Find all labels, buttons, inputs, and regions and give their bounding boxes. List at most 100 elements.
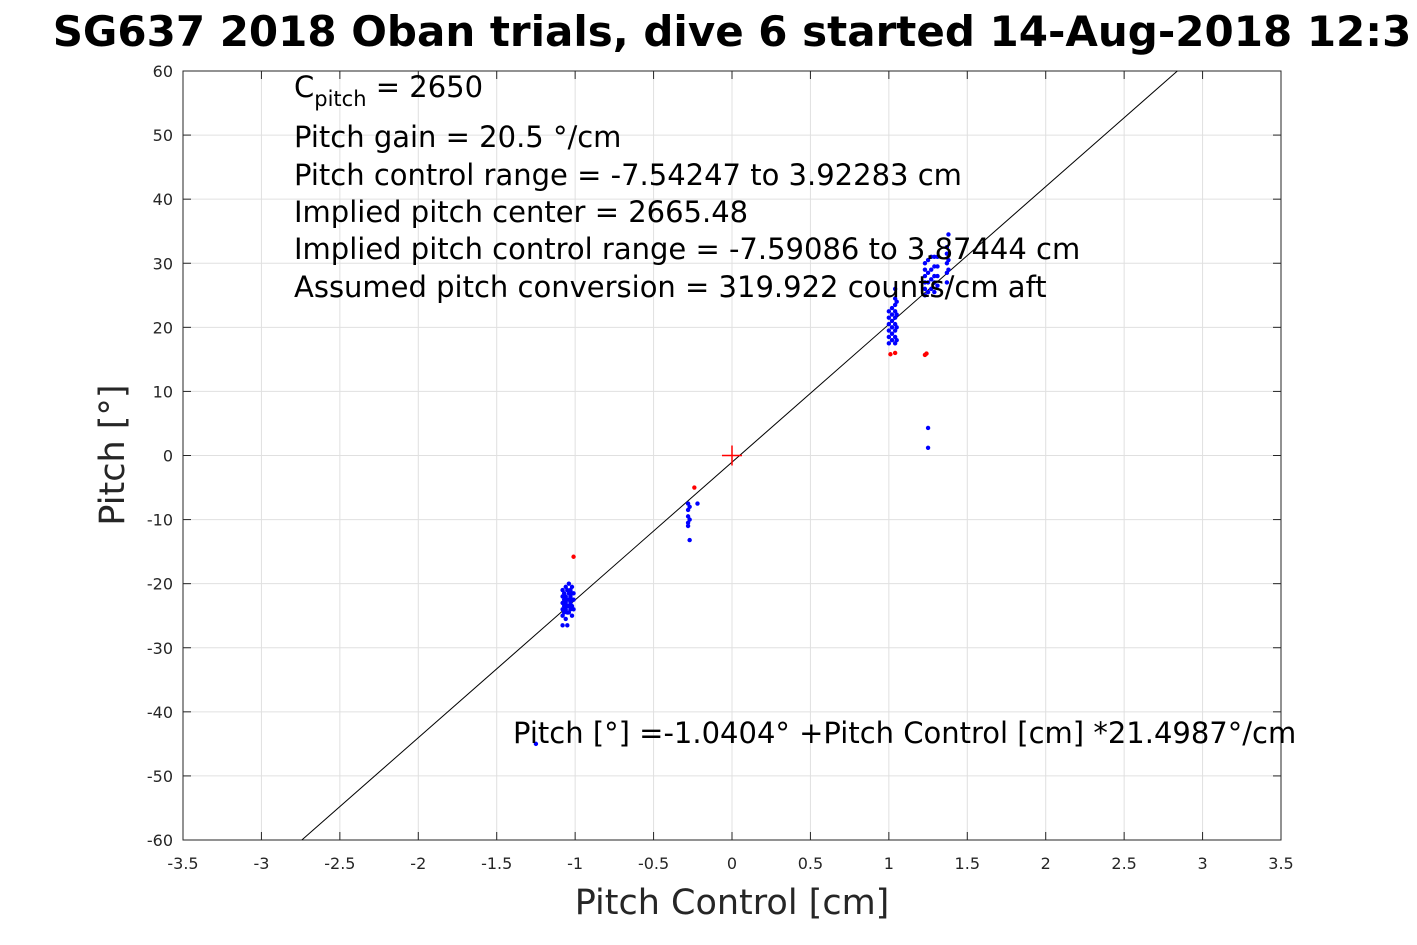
annotation-text: Pitch gain = 20.5 °/cm [294, 120, 621, 154]
blue-data-point [889, 331, 895, 336]
blue-data-point [929, 277, 934, 282]
blue-data-point [889, 318, 895, 324]
red-data-point [892, 350, 898, 356]
y-tick-label: -60 [147, 831, 173, 850]
blue-data-point [925, 289, 931, 295]
blue-data-point [932, 254, 937, 260]
annotation-line: Cpitch = 2650 [294, 70, 483, 111]
blue-data-point [687, 504, 692, 509]
blue-data-point [922, 261, 928, 266]
center-marker-group [722, 445, 742, 466]
chart-title: SG637 2018 Oban trials, dive 6 started 1… [53, 7, 1412, 56]
annotation-block: Cpitch = 2650 Pitch gain = 20.5 °/cm Pitch… [294, 70, 1080, 304]
blue-data-point [565, 623, 570, 628]
red-data-point [888, 352, 893, 357]
data-points [533, 232, 951, 747]
annotation-line: Pitch gain = 20.5 °/cm [294, 120, 621, 154]
x-tick-label: -1 [567, 854, 583, 873]
blue-data-point [894, 337, 899, 343]
blue-data-point [922, 267, 928, 272]
x-tick-label: -3.5 [167, 854, 198, 873]
blue-data-point [687, 517, 692, 522]
blue-data-point [935, 264, 940, 269]
blue-data-point [685, 523, 691, 529]
blue-data-point [944, 251, 950, 256]
blue-data-point [886, 334, 892, 340]
blue-data-point [925, 280, 931, 285]
x-tick-label: -2.5 [324, 854, 355, 873]
blue-data-point [935, 273, 940, 279]
x-tick-label: 3 [1197, 854, 1207, 873]
y-tick-label: 0 [163, 447, 173, 466]
grid-lines [182, 70, 1282, 841]
x-tick-label: 2.5 [1111, 854, 1136, 873]
y-tick-label: 40 [153, 190, 173, 209]
blue-data-point [889, 337, 895, 343]
x-tick-label: 1 [884, 854, 894, 873]
y-tick-label: 50 [153, 126, 173, 145]
blue-data-point [687, 537, 692, 543]
blue-data-point [932, 264, 937, 269]
annotation-line: Pitch control range = -7.54247 to 3.9228… [294, 158, 962, 192]
blue-data-point [935, 254, 940, 260]
blue-data-point [894, 325, 899, 330]
x-tick-label: 1.5 [955, 854, 980, 873]
blue-data-point [889, 312, 895, 317]
annotation-text-rest: = 2650 [367, 70, 484, 104]
y-tick-label: -40 [147, 703, 173, 722]
x-tick-label: 0 [727, 854, 737, 873]
y-tick-label: -50 [147, 767, 173, 786]
blue-data-point [569, 613, 575, 618]
annotation-text: C [294, 70, 314, 104]
blue-data-point [563, 616, 568, 622]
blue-data-point [894, 312, 899, 317]
x-tick-label: -3 [253, 854, 269, 873]
blue-data-point [571, 591, 576, 596]
blue-data-point [925, 257, 931, 263]
blue-data-point [886, 328, 892, 333]
blue-data-point [571, 607, 576, 612]
blue-data-point [932, 280, 937, 285]
blue-data-point [932, 273, 937, 279]
blue-data-point [935, 283, 940, 288]
blue-data-point [922, 280, 928, 285]
annotation-line: Assumed pitch conversion = 319.922 count… [294, 270, 1047, 304]
blue-data-point [889, 325, 895, 330]
blue-data-point [946, 267, 951, 272]
blue-data-point [566, 581, 572, 586]
blue-data-point [886, 309, 892, 314]
annotation-text: Implied pitch control range = -7.59086 t… [294, 232, 1080, 266]
y-tick-label: 10 [153, 382, 173, 401]
y-axis-label: Pitch [°] [93, 384, 133, 525]
blue-data-point [925, 270, 931, 276]
blue-data-point [894, 299, 899, 304]
blue-data-point [569, 584, 575, 590]
x-tick-label: -2 [410, 854, 426, 873]
blue-data-point [946, 257, 951, 263]
blue-data-point [886, 341, 892, 346]
x-tick-label: 3.5 [1268, 854, 1293, 873]
annotation-text: Implied pitch center = 2665.48 [294, 195, 748, 229]
blue-data-point [946, 232, 951, 237]
blue-data-point [571, 597, 576, 602]
x-axis-label: Pitch Control [cm] [575, 883, 890, 923]
blue-data-point [929, 267, 934, 272]
blue-data-point [560, 623, 565, 628]
blue-data-point [695, 501, 700, 506]
annotation-subscript: pitch [314, 87, 366, 111]
blue-data-point [929, 254, 934, 260]
annotation-text: Assumed pitch conversion = 319.922 count… [294, 270, 1047, 304]
x-tick-label: 2 [1041, 854, 1051, 873]
blue-data-point [929, 286, 934, 292]
x-tick-label: -1.5 [481, 854, 512, 873]
annotation-line: Implied pitch center = 2665.48 [294, 195, 748, 229]
blue-data-point [533, 741, 539, 747]
fit-equation: Pitch [°] =-1.0404° +Pitch Control [cm] … [513, 716, 1296, 750]
red-data-point [571, 554, 576, 559]
blue-data-point [925, 445, 931, 451]
blue-data-point [944, 280, 950, 285]
blue-data-point [944, 245, 950, 250]
y-tick-label: -30 [147, 639, 173, 658]
blue-data-point [889, 305, 895, 311]
blue-data-point [922, 293, 928, 298]
